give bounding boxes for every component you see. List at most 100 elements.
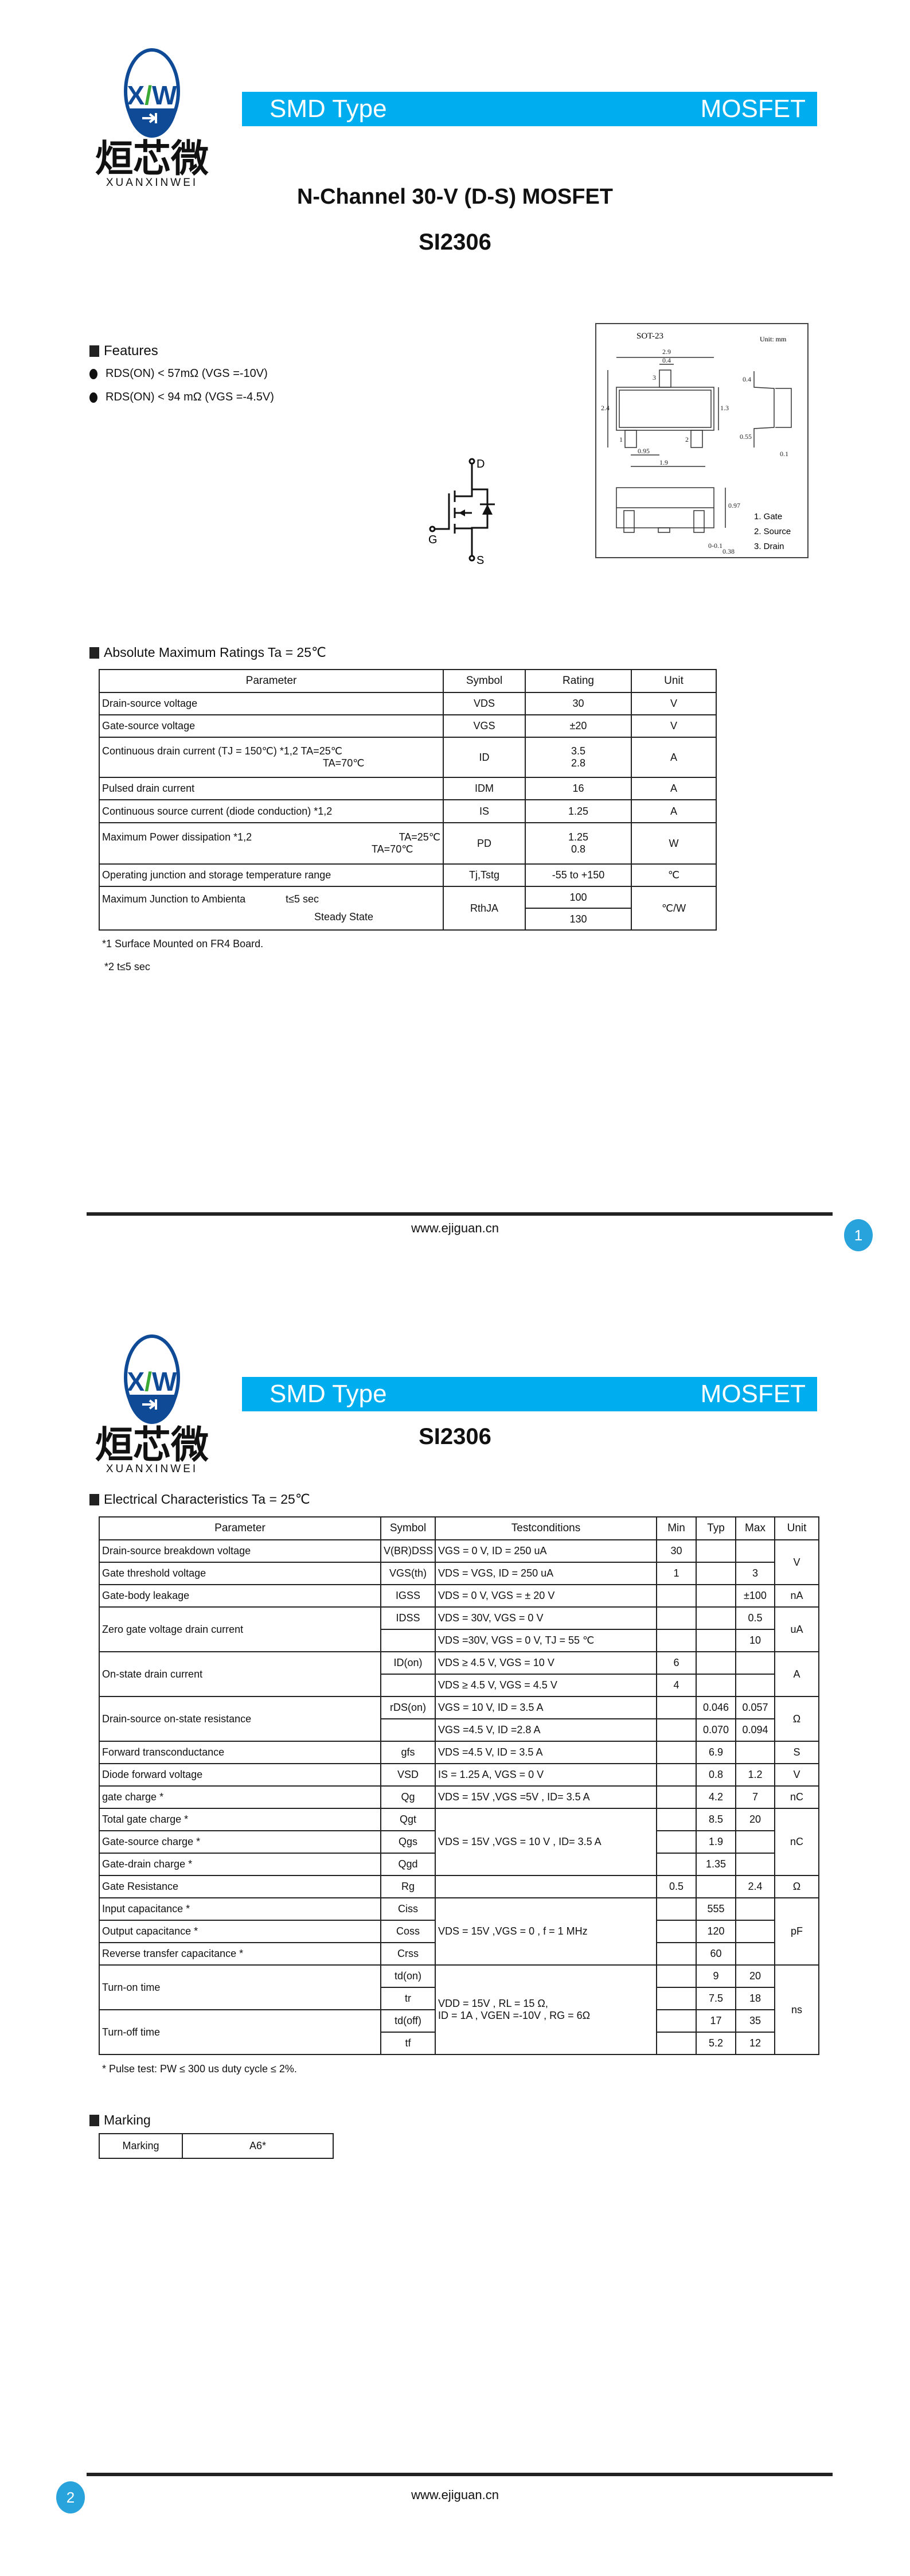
cell-parameter: Maximum Power dissipation *1,2 TA=25℃ TA=7…: [99, 822, 444, 865]
cell-max: [735, 1651, 775, 1675]
cell-testconditions: VDS = VGS, ID = 250 uA: [435, 1562, 657, 1585]
svg-text:0.97: 0.97: [728, 501, 740, 509]
svg-text:0.4: 0.4: [662, 356, 671, 364]
cell-typ: 0.046: [696, 1696, 736, 1719]
footer-url[interactable]: www.ejiguan.cn: [411, 1221, 499, 1235]
cell-symbol: [380, 1629, 436, 1652]
cell-min: [656, 1853, 697, 1876]
svg-text:0.95: 0.95: [638, 447, 650, 455]
cell-symbol: PD: [443, 822, 526, 865]
cell-unit: pF: [774, 1897, 819, 1966]
page-number-badge: 2: [56, 2481, 85, 2513]
header-bar: SMD Type MOSFET: [242, 92, 817, 126]
cell-symbol: tf: [380, 2032, 436, 2055]
cell-symbol: Qgd: [380, 1853, 436, 1876]
svg-text:0-0.1: 0-0.1: [708, 542, 722, 550]
pin-source: 2. Source: [754, 527, 791, 536]
cell-symbol: td(on): [380, 1964, 436, 1988]
cell-rating: 1.25 0.8: [525, 822, 632, 865]
cell-parameter: Zero gate voltage drain current: [99, 1606, 381, 1652]
cell-typ: 9: [696, 1964, 736, 1988]
cell-max: [735, 1942, 775, 1966]
cell-typ: 5.2: [696, 2032, 736, 2055]
cell-typ: [696, 1875, 736, 1898]
cell-parameter: Diode forward voltage: [99, 1763, 381, 1787]
col-max: Max: [735, 1516, 775, 1540]
svg-text:2.9: 2.9: [662, 348, 671, 356]
cell-max: 3: [735, 1562, 775, 1585]
cell-unit: uA: [774, 1606, 819, 1652]
cell-symbol: RthJA: [443, 886, 526, 931]
cell-max: 18: [735, 1987, 775, 2010]
cell-min: [656, 1696, 697, 1719]
cell-unit: V: [631, 714, 717, 738]
table-row: Gate-body leakage IGSS VDS = 0 V, VGS = ± …: [99, 1584, 819, 1608]
cell-parameter: On-state drain current: [99, 1651, 381, 1697]
elec-title: Electrical Characteristics Ta = 25℃: [104, 1492, 310, 1507]
cell-typ: [696, 1562, 736, 1585]
table-row: Pulsed drain current IDM 16 A: [99, 777, 717, 800]
cell-symbol: VGS(th): [380, 1562, 436, 1585]
part-number: SI2306: [419, 229, 491, 255]
cell-unit: ns: [774, 1964, 819, 2055]
cell-testconditions: VDD = 15V , RL = 15 Ω, ID = 1A , VGEN =-1…: [435, 1964, 657, 2055]
cell-symbol: IDM: [443, 777, 526, 800]
cell-rating: 16: [525, 777, 632, 800]
cell-typ: 7.5: [696, 1987, 736, 2010]
svg-text:0.38: 0.38: [722, 547, 735, 555]
cell-unit: V: [631, 692, 717, 715]
footer-url[interactable]: www.ejiguan.cn: [411, 2488, 499, 2502]
table-row: gate charge * Qg VDS = 15V ,VGS =5V , ID= …: [99, 1785, 819, 1809]
footer-divider: [87, 1212, 833, 1216]
cell-min: 30: [656, 1539, 697, 1563]
cell-parameter: Gate-body leakage: [99, 1584, 381, 1608]
header-category: MOSFET: [700, 1380, 806, 1408]
cell-max: [735, 1539, 775, 1563]
cell-unit: ℃/W: [631, 886, 717, 931]
package-drawing: SOT-23 Unit: mm 2.9 0.4 2.4 1.3 0.95 1.9…: [595, 323, 809, 558]
cell-symbol: gfs: [380, 1741, 436, 1764]
table-header-row: Parameter Symbol Testconditions Min Typ Max Un…: [99, 1516, 819, 1540]
unit-label: Unit: mm: [760, 335, 787, 343]
abs-ratings-heading: Absolute Maximum Ratings Ta = 25℃: [89, 645, 326, 660]
cell-symbol: rDS(on): [380, 1696, 436, 1719]
cell-symbol: tr: [380, 1987, 436, 2010]
header-bar: SMD Type MOSFET: [242, 1377, 817, 1411]
cell-min: [656, 1606, 697, 1630]
header-type: SMD Type: [270, 1380, 387, 1408]
cell-parameter: Forward transconductance: [99, 1741, 381, 1764]
table-row: Total gate charge * Qgt VDS = 15V ,VGS = 1…: [99, 1808, 819, 1876]
cell-symbol: IS: [443, 799, 526, 823]
cell-max: 0.057: [735, 1696, 775, 1719]
cell-max: [735, 1741, 775, 1764]
cell-parameter: Drain-source voltage: [99, 692, 444, 715]
source-label: S: [477, 554, 484, 565]
cell-parameter: Gate Resistance: [99, 1875, 381, 1898]
cell-symbol: Coss: [380, 1920, 436, 1943]
cell-unit: W: [631, 822, 717, 865]
cell-unit: Ω: [774, 1875, 819, 1898]
table-row: Operating junction and storage temperatu…: [99, 863, 717, 887]
cell-testconditions: VDS = 15V ,VGS = 10 V , ID= 3.5 A: [435, 1808, 657, 1876]
cell-symbol: ID(on): [380, 1651, 436, 1675]
logo-chinese: 烜芯微: [95, 137, 209, 180]
cell-min: 4: [656, 1674, 697, 1697]
cell-testconditions: VGS =4.5 V, ID =2.8 A: [435, 1718, 657, 1742]
table-row: tf 5.2 12: [99, 2032, 819, 2055]
abs-ratings-table: Parameter Symbol Rating Unit Drain-source v…: [99, 669, 717, 931]
table-row: Gate-source voltage VGS ±20 V: [99, 714, 717, 738]
table-row: 130: [99, 908, 716, 931]
company-logo: X/W 烜芯微 XUANXINWEI: [91, 1334, 214, 1475]
marking-table: Marking A6*: [99, 2133, 334, 2159]
cell-symbol: ID: [443, 737, 526, 778]
cell-parameter: Pulsed drain current: [99, 777, 444, 800]
cell-parameter: Gate-drain charge *: [99, 1853, 381, 1876]
cell-symbol: Ciss: [380, 1897, 436, 1921]
cell-min: [656, 1920, 697, 1943]
cell-symbol: VDS: [443, 692, 526, 715]
features-title: Features: [104, 343, 158, 359]
table-row: VGS =4.5 V, ID =2.8 A 0.070 0.094: [99, 1718, 819, 1742]
table-row: Drain-source voltage VDS 30 V: [99, 692, 717, 715]
cell-rating: 30: [525, 692, 632, 715]
cell-max: 35: [735, 2009, 775, 2033]
